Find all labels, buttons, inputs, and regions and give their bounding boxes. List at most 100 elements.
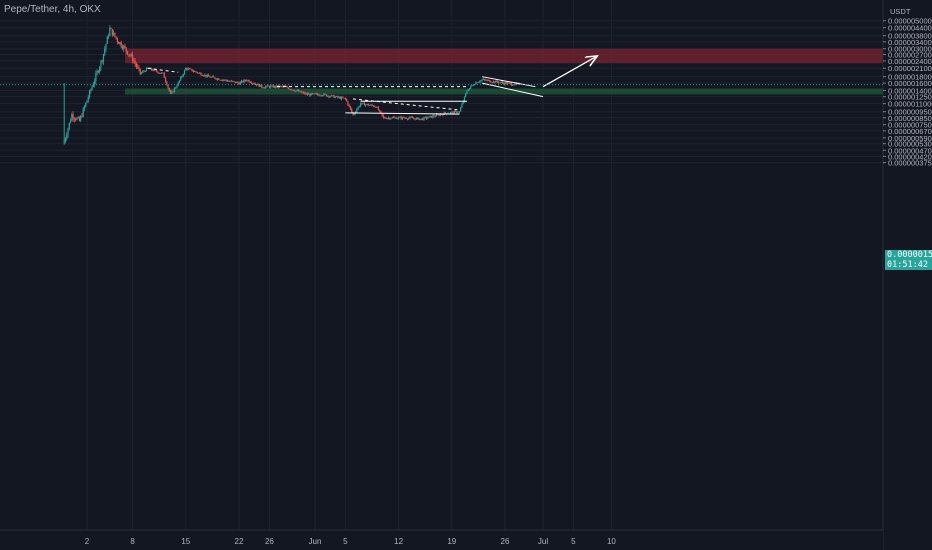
candle-body [161,72,163,74]
candle-body [295,90,297,92]
y-tick-label: 0.0000014000 [888,86,932,95]
candle-body [439,114,441,116]
candle-body [218,78,220,80]
candle-body [104,49,106,55]
candle-body [280,86,282,87]
candle-body [386,118,388,119]
candle-body [423,117,425,120]
candle-body [105,44,107,50]
x-tick-label: Jun [309,537,322,546]
candle-body [467,90,469,91]
candle-body [130,54,132,56]
candle-body [271,85,273,87]
candle-body [418,117,420,120]
price-axis [883,0,932,550]
trendline [345,112,460,115]
trendline [482,76,536,88]
candle-body [259,84,262,87]
candle-body [204,74,206,76]
candle-body [399,116,401,118]
target-arrow [542,57,596,88]
candle-body [348,105,350,107]
candle-body [441,114,443,116]
candle-body [164,77,167,82]
candle-body [71,114,73,121]
candle-body [192,71,194,73]
candle-body [463,96,466,102]
candle-body [389,117,391,120]
candle-body [356,109,358,113]
candle-body [171,91,173,94]
candle-body [462,101,464,104]
candle-body [387,117,390,119]
candle-body [413,118,415,120]
candle-body [228,81,230,82]
candle-body [162,72,164,74]
candle-body [110,28,112,29]
candle-body [220,79,222,81]
candle-body [504,82,506,85]
y-tick-label: 0.0000005900 [888,134,932,143]
candle-body [172,91,174,93]
candle-body [415,118,417,120]
time-axis [0,530,883,550]
candle-body [417,117,419,119]
candle-body [195,71,197,73]
y-tick-label: 0.0000012500 [888,93,932,102]
candle-body [196,72,198,73]
candle-body [82,108,84,117]
candle-body [313,93,315,95]
candle-body [124,45,126,48]
candle-body [223,79,225,81]
candle-body [233,81,235,83]
candle-body [409,117,411,119]
candle-body [90,89,92,91]
x-tick-label: 15 [181,537,190,546]
candle-body [152,69,154,71]
candle-body [344,98,346,99]
candle-body [113,32,115,36]
candle-body [167,85,169,88]
candle-body [457,112,459,114]
candle-body [391,117,393,119]
candle-body [235,82,238,83]
candle-body [208,75,210,77]
candle-body [316,93,319,95]
candle-body [493,81,495,83]
candle-body [173,88,175,92]
candle-body [140,72,143,74]
y-tick-label: 0.0000038000 [888,32,932,41]
candle-body [390,118,392,120]
candle-body [384,117,386,119]
candle-body [214,77,216,79]
x-tick-label: Jul [538,537,548,546]
candle-body [514,82,516,85]
y-tick-label: 0.0000009500 [888,108,932,117]
candle-body [489,80,491,82]
candle-body [458,111,460,113]
candle-body [371,104,373,106]
candle-body [490,81,492,83]
candle-body [433,115,435,117]
candle-body [68,122,70,129]
chart-title: Pepe/Tether, 4h, OKX [4,4,101,15]
candle-body [268,86,270,88]
candle-body [484,79,486,80]
candle-body [420,118,422,120]
candle-body [175,87,177,89]
candle-body [430,115,433,118]
x-tick-label: 8 [130,537,135,546]
candle-body [303,92,305,94]
support-zone [125,88,883,95]
candle-body [205,74,207,77]
candle-body [73,118,75,120]
candle-body [456,111,458,113]
candle-body [403,117,405,118]
candle-body [480,80,482,82]
candle-body [309,94,311,96]
candle-body [425,117,428,119]
candle-body [133,60,135,62]
candle-body [183,70,186,75]
trendline [482,82,544,98]
